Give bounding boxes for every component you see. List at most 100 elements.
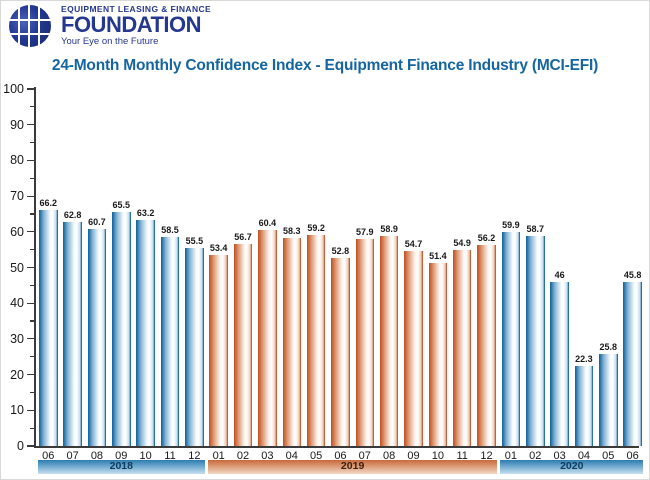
- logo-org-line: EQUIPMENT LEASING & FINANCE: [61, 4, 212, 14]
- logo-text: EQUIPMENT LEASING & FINANCE FOUNDATION Y…: [61, 4, 211, 47]
- bar-value-label: 56.7: [234, 231, 252, 242]
- bar-2018-09: [112, 212, 131, 446]
- bar-2019-12: [477, 245, 496, 446]
- month-label: 04: [577, 450, 591, 462]
- y-axis-label: 70: [10, 189, 24, 204]
- bar-value-label: 56.2: [477, 233, 496, 244]
- month-label: 06: [42, 450, 55, 462]
- y-major-tick: [27, 159, 34, 161]
- month-label: 03: [553, 450, 566, 462]
- bar-2020-05: [599, 353, 618, 446]
- month-label: 02: [529, 450, 542, 462]
- y-major-tick: [27, 409, 34, 411]
- y-major-tick: [27, 124, 34, 126]
- month-label: 08: [90, 450, 104, 462]
- bar-2020-06: [623, 282, 642, 446]
- bar-2019-02: [233, 243, 253, 446]
- month-label: 04: [285, 450, 298, 462]
- bar-value-label: 54.7: [404, 238, 423, 249]
- month-label: 10: [139, 450, 152, 462]
- bar-2019-09: [404, 250, 423, 446]
- y-axis-label: 20: [10, 367, 24, 382]
- year-band-2020: 2020: [500, 460, 644, 474]
- bar-2019-01: [209, 255, 228, 446]
- bar-2018-07: [63, 221, 82, 446]
- logo-foundation-wordmark: FOUNDATION: [61, 12, 202, 37]
- y-axis-label: 40: [10, 296, 24, 311]
- bar-value-label: 51.4: [429, 250, 447, 261]
- bar-2019-10: [428, 262, 448, 446]
- bar-value-label: 53.4: [209, 243, 228, 254]
- y-minor-tick: [30, 391, 34, 394]
- bar-value-label: 58.5: [161, 225, 179, 236]
- y-major-tick: [27, 231, 34, 233]
- y-minor-tick: [30, 213, 34, 215]
- bar-value-label: 65.5: [112, 200, 131, 211]
- y-axis-label: 0: [17, 439, 24, 453]
- bar-2020-01: [501, 232, 521, 446]
- month-label: 11: [164, 450, 176, 462]
- bar-2020-02: [526, 236, 545, 446]
- bar-2020-04: [574, 366, 594, 446]
- y-minor-tick: [30, 427, 34, 429]
- month-label: 01: [504, 450, 518, 462]
- y-major-tick: [27, 338, 34, 340]
- bar-2019-07: [355, 239, 375, 446]
- bar-2019-03: [258, 230, 277, 446]
- y-minor-tick: [30, 249, 34, 251]
- y-major-tick: [27, 302, 34, 304]
- month-label: 12: [480, 450, 493, 462]
- bar-value-label: 55.5: [185, 235, 204, 246]
- year-band-2018: 2018: [37, 460, 206, 474]
- y-axis-label: 100: [3, 82, 24, 96]
- month-label: 08: [383, 450, 396, 462]
- bar-value-label: 46: [554, 269, 565, 280]
- month-label: 02: [236, 450, 250, 462]
- y-axis-label: 90: [10, 117, 24, 132]
- y-minor-tick: [30, 141, 34, 144]
- y-major-tick: [27, 445, 34, 447]
- y-major-tick: [27, 195, 34, 197]
- month-label: 09: [407, 450, 420, 462]
- bar-value-label: 59.2: [307, 222, 325, 233]
- bar-value-label: 62.8: [63, 209, 82, 220]
- bar-value-label: 63.2: [136, 208, 155, 219]
- month-label: 10: [431, 450, 444, 462]
- y-axis-label: 30: [10, 331, 24, 346]
- y-major-tick: [27, 266, 34, 269]
- bar-value-label: 45.8: [623, 270, 642, 281]
- bar-value-label: 66.2: [39, 197, 58, 208]
- bar-value-label: 58.3: [282, 225, 301, 236]
- month-label: 06: [626, 450, 639, 462]
- y-axis-label: 50: [10, 260, 24, 275]
- bar-2019-06: [331, 257, 350, 446]
- y-axis-label: 80: [10, 153, 24, 168]
- bar-value-label: 22.3: [575, 354, 593, 365]
- month-label: 05: [602, 450, 615, 462]
- y-minor-tick: [30, 106, 34, 108]
- bar-value-label: 60.7: [88, 217, 106, 228]
- month-label: 05: [309, 450, 323, 462]
- bar-2019-05: [306, 234, 326, 446]
- y-minor-tick: [30, 284, 34, 286]
- bar-2019-11: [452, 250, 472, 446]
- bar-2018-12: [185, 247, 204, 446]
- bar-value-label: 52.8: [331, 245, 350, 256]
- y-minor-tick: [30, 320, 34, 322]
- globe-grid-icon: [9, 5, 51, 47]
- y-axis-label: 10: [10, 403, 24, 418]
- bar-value-label: 54.9: [453, 238, 471, 248]
- bar-2019-04: [282, 237, 301, 446]
- month-label: 07: [358, 450, 371, 462]
- y-minor-tick: [30, 177, 34, 179]
- bar-value-label: 58.7: [526, 224, 545, 235]
- chart-title: 24-Month Monthly Confidence Index - Equi…: [51, 57, 599, 74]
- bar-value-label: 57.9: [356, 227, 374, 238]
- y-minor-tick: [30, 356, 34, 358]
- bar-2020-03: [550, 281, 569, 446]
- month-label: 09: [115, 450, 128, 462]
- bar-value-label: 25.8: [599, 341, 618, 352]
- y-axis-line: [34, 87, 36, 447]
- elff-logo: EQUIPMENT LEASING & FINANCE FOUNDATION Y…: [9, 4, 339, 48]
